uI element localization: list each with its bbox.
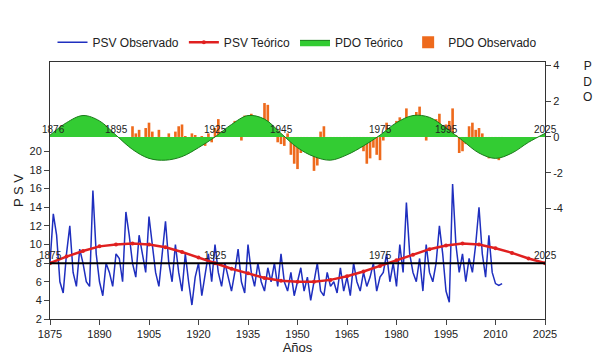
svg-text:PDO Teórico: PDO Teórico xyxy=(335,36,403,50)
svg-text:1975: 1975 xyxy=(369,124,392,135)
svg-text:12: 12 xyxy=(30,220,42,232)
svg-text:6: 6 xyxy=(36,276,42,288)
svg-text:P S V: P S V xyxy=(11,174,26,207)
svg-text:PSV Teórico: PSV Teórico xyxy=(224,36,290,50)
svg-text:2: 2 xyxy=(553,95,559,107)
svg-text:PDO Observado: PDO Observado xyxy=(448,36,536,50)
svg-text:-2: -2 xyxy=(553,167,563,179)
svg-text:1935: 1935 xyxy=(236,328,260,340)
svg-text:1905: 1905 xyxy=(137,328,161,340)
svg-text:1995: 1995 xyxy=(434,328,458,340)
svg-text:1875: 1875 xyxy=(39,250,62,261)
svg-text:8: 8 xyxy=(36,257,42,269)
svg-text:1995: 1995 xyxy=(435,124,458,135)
svg-text:PSV Observado: PSV Observado xyxy=(93,36,179,50)
svg-text:1920: 1920 xyxy=(186,328,210,340)
svg-text:1876: 1876 xyxy=(42,124,65,135)
svg-text:1890: 1890 xyxy=(87,328,111,340)
svg-text:PDO: PDO xyxy=(583,59,592,104)
svg-text:1875: 1875 xyxy=(38,328,62,340)
svg-text:1950: 1950 xyxy=(285,328,309,340)
svg-text:1945: 1945 xyxy=(270,124,293,135)
svg-text:1975: 1975 xyxy=(369,250,392,261)
svg-text:4: 4 xyxy=(553,59,559,71)
svg-text:1925: 1925 xyxy=(204,124,227,135)
svg-text:18: 18 xyxy=(30,164,42,176)
svg-text:4: 4 xyxy=(36,294,42,306)
svg-text:2025: 2025 xyxy=(534,250,557,261)
svg-text:1895: 1895 xyxy=(105,124,128,135)
svg-text:2025: 2025 xyxy=(534,124,557,135)
svg-text:16: 16 xyxy=(30,182,42,194)
svg-text:2025: 2025 xyxy=(533,328,557,340)
svg-text:2: 2 xyxy=(36,313,42,325)
svg-text:1925: 1925 xyxy=(204,250,227,261)
svg-text:1980: 1980 xyxy=(384,328,408,340)
svg-text:10: 10 xyxy=(30,238,42,250)
svg-text:1965: 1965 xyxy=(335,328,359,340)
svg-text:20: 20 xyxy=(30,145,42,157)
svg-text:-4: -4 xyxy=(553,202,563,214)
svg-text:Años: Años xyxy=(283,340,313,355)
svg-text:14: 14 xyxy=(30,201,42,213)
svg-text:2010: 2010 xyxy=(483,328,507,340)
svg-text:0: 0 xyxy=(553,131,559,143)
